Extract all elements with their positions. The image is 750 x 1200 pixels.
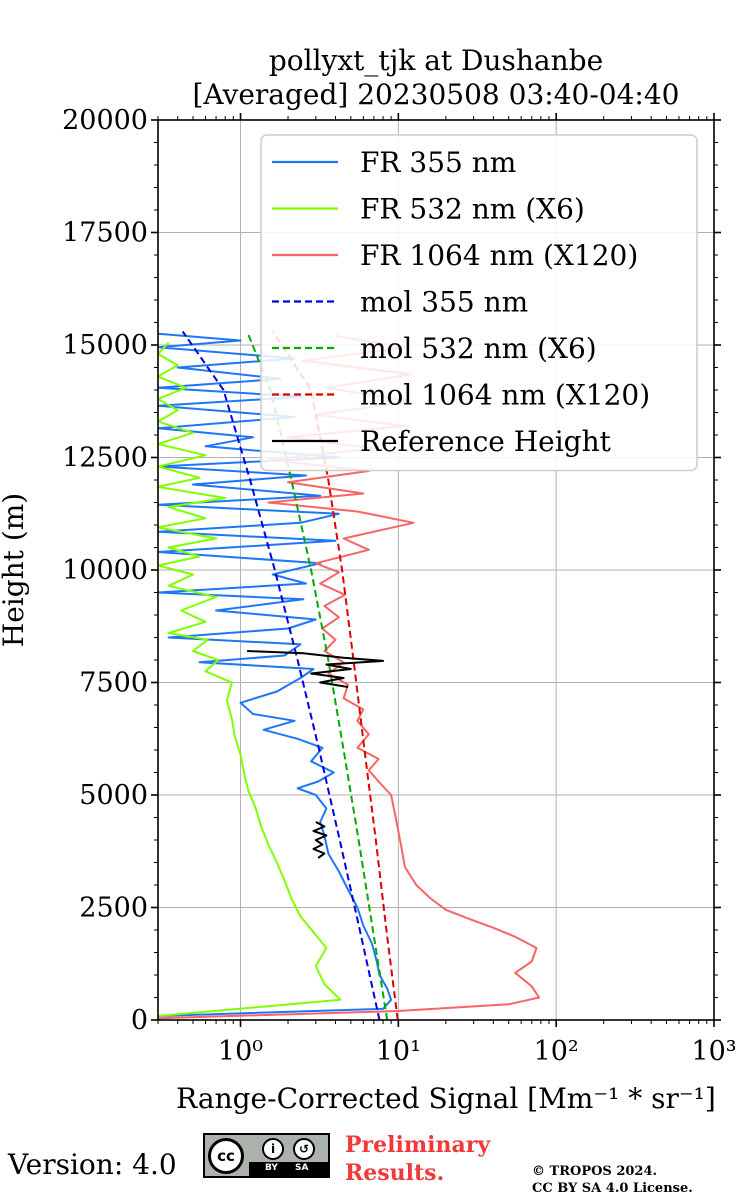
legend-label: mol 1064 nm (X120) xyxy=(360,379,650,412)
legend-label: mol 532 nm (X6) xyxy=(360,332,597,365)
copyright-line-1: © TROPOS 2024. xyxy=(532,1164,658,1179)
series-line xyxy=(312,821,328,859)
y-tick-label: 20000 xyxy=(62,105,148,136)
y-axis-label: Height (m) xyxy=(0,493,30,647)
x-tick-label: 10² xyxy=(534,1036,579,1067)
series-line xyxy=(158,332,393,1017)
copyright-note: © TROPOS 2024. CC BY SA 4.0 License. xyxy=(532,1163,693,1197)
cc-license-badge[interactable]: cc i ↺ BY SA xyxy=(203,1133,330,1178)
y-tick-label: 2500 xyxy=(79,893,148,924)
copyright-line-2: CC BY SA 4.0 License. xyxy=(532,1181,693,1196)
license-strip: BY SA xyxy=(249,1162,328,1176)
by-label: BY xyxy=(265,1163,278,1173)
series-line xyxy=(181,330,381,1020)
x-tick-label: 10¹ xyxy=(376,1036,421,1067)
y-tick-label: 7500 xyxy=(79,668,148,699)
chart-title-line: [Averaged] 20230508 03:40-04:40 xyxy=(193,78,680,111)
preliminary-results-note: Preliminary Results. xyxy=(345,1131,490,1187)
y-tick-label: 17500 xyxy=(62,218,148,249)
y-tick-label: 12500 xyxy=(62,443,148,474)
x-tick-label: 10⁰ xyxy=(218,1036,263,1067)
x-axis-label: Range-Corrected Signal [Mm⁻¹ * sr⁻¹] xyxy=(176,1082,716,1115)
attribution-icon: i xyxy=(262,1138,284,1160)
chart-title-line: pollyxt_tjk at Dushanbe xyxy=(269,44,603,77)
chart-area: 0 2500 5000 7500 10000 12500 15000 17500 20000 10… xyxy=(0,44,737,1115)
preliminary-line-2: Results. xyxy=(345,1160,445,1186)
legend-label: mol 355 nm xyxy=(360,286,528,319)
legend-box xyxy=(260,134,698,472)
preliminary-line-1: Preliminary xyxy=(345,1132,491,1158)
legend-label: FR 1064 nm (X120) xyxy=(360,239,638,272)
y-tick-label: 15000 xyxy=(62,330,148,361)
x-tick-label: 10³ xyxy=(691,1036,736,1067)
series-line xyxy=(247,650,385,688)
version-label: Version: 4.0 xyxy=(8,1148,177,1181)
sa-label: SA xyxy=(295,1163,309,1173)
y-tick-label: 10000 xyxy=(62,555,148,586)
y-tick-label: 5000 xyxy=(79,780,148,811)
cc-icon: cc xyxy=(208,1138,244,1174)
series-line xyxy=(158,342,342,1017)
legend-label: FR 355 nm xyxy=(360,146,516,179)
share-alike-icon: ↺ xyxy=(293,1138,315,1160)
legend-label: Reference Height xyxy=(360,425,612,458)
y-tick-label: 0 xyxy=(131,1005,148,1036)
legend-label: FR 532 nm (X6) xyxy=(360,193,585,226)
